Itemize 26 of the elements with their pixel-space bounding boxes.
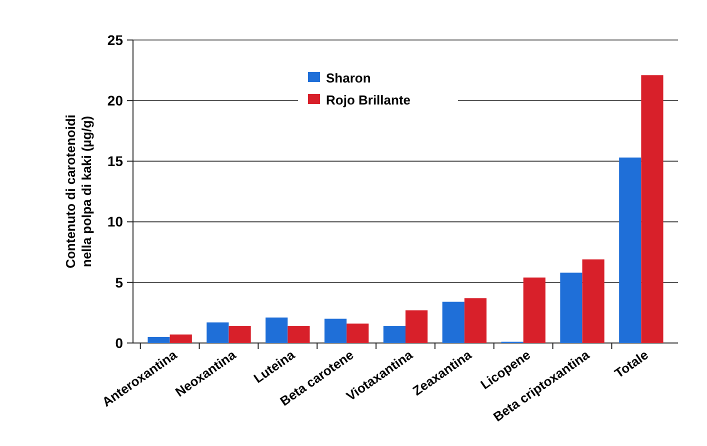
y-tick-label: 25 — [107, 32, 124, 48]
bar — [406, 310, 428, 343]
y-tick-label: 0 — [115, 334, 124, 351]
y-tick-label: 20 — [107, 92, 124, 108]
bar — [324, 318, 347, 343]
bar — [148, 336, 170, 343]
bar — [206, 322, 229, 343]
bar — [560, 272, 582, 343]
bar — [619, 158, 642, 343]
y-axis-title: Contenuto di carotenoidi nella polpa di kaki (µg/g) — [63, 114, 94, 268]
bar — [442, 302, 464, 343]
legend-label: Rojo Brillante — [326, 92, 411, 108]
legend-label: Sharon — [326, 70, 371, 86]
bar — [346, 324, 369, 343]
bar — [523, 278, 546, 343]
bar — [228, 326, 251, 343]
bar — [641, 75, 664, 343]
bar — [383, 326, 406, 343]
bar — [170, 334, 192, 343]
y-tick-label: 5 — [115, 274, 124, 290]
bar — [582, 259, 604, 343]
bar — [266, 318, 288, 343]
y-tick-label: 10 — [107, 214, 124, 230]
bar — [288, 326, 310, 343]
bar — [464, 298, 487, 343]
y-tick-label: 15 — [107, 153, 124, 170]
